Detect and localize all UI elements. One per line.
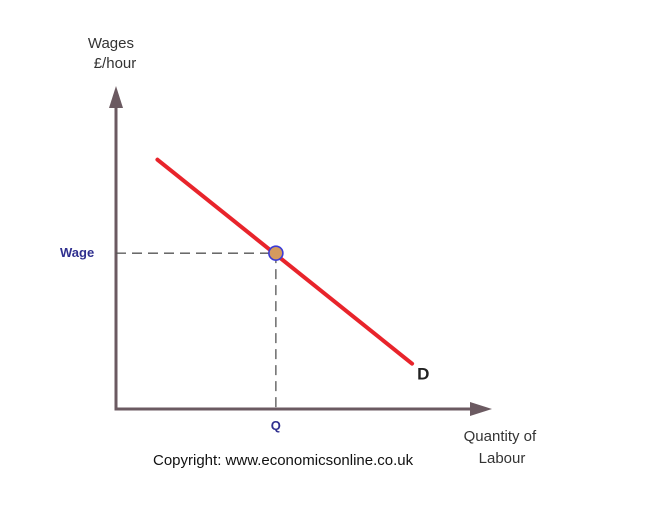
y-axis-arrowhead	[109, 86, 123, 108]
x-axis-arrowhead	[470, 402, 492, 416]
x-axis-title-line2: Labour	[479, 450, 526, 467]
equilibrium-point	[268, 245, 284, 261]
x-axis-title-line1: Quantity of	[464, 428, 537, 445]
y-axis-title-line1: Wages	[88, 35, 134, 52]
copyright-notice: Copyright: www.economicsonline.co.uk	[153, 452, 414, 469]
x-axis-title: Quantity of Labour	[464, 428, 541, 467]
x-tick-label-q: Q	[271, 418, 281, 433]
y-axis-title: Wages £/hour	[88, 35, 138, 72]
y-axis-title-line2: £/hour	[94, 55, 137, 72]
demand-curve	[155, 157, 415, 366]
demand-curve-label: D	[417, 365, 429, 384]
y-tick-label-wage: Wage	[60, 245, 94, 260]
